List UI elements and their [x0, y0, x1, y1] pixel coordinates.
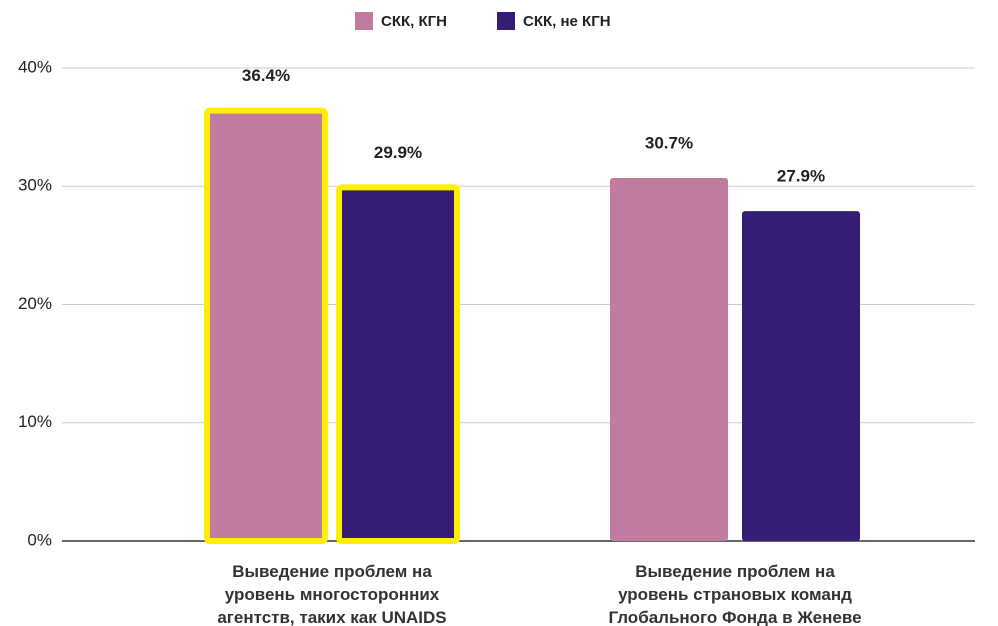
- y-tick-label: 40%: [18, 57, 52, 76]
- value-label: 30.7%: [645, 133, 693, 152]
- y-tick-label: 20%: [18, 294, 52, 313]
- legend-swatch: [355, 12, 373, 30]
- value-label: 36.4%: [242, 66, 290, 85]
- bar: [204, 107, 328, 544]
- x-tick-label: Выведение проблем на уровень многосторон…: [217, 562, 447, 626]
- bar: [610, 177, 728, 541]
- x-tick-label: Выведение проблем на уровень страновых к…: [608, 562, 862, 626]
- value-label: 27.9%: [777, 167, 825, 186]
- bar: [336, 184, 460, 544]
- legend-label: СКК, КГН: [381, 13, 447, 30]
- value-label: 29.9%: [374, 143, 422, 162]
- bar: [742, 211, 860, 541]
- y-tick-label: 30%: [18, 176, 52, 195]
- y-tick-label: 10%: [18, 412, 52, 431]
- legend-label: СКК, не КГН: [523, 13, 611, 30]
- y-tick-label: 0%: [27, 530, 52, 549]
- legend-swatch: [497, 12, 515, 30]
